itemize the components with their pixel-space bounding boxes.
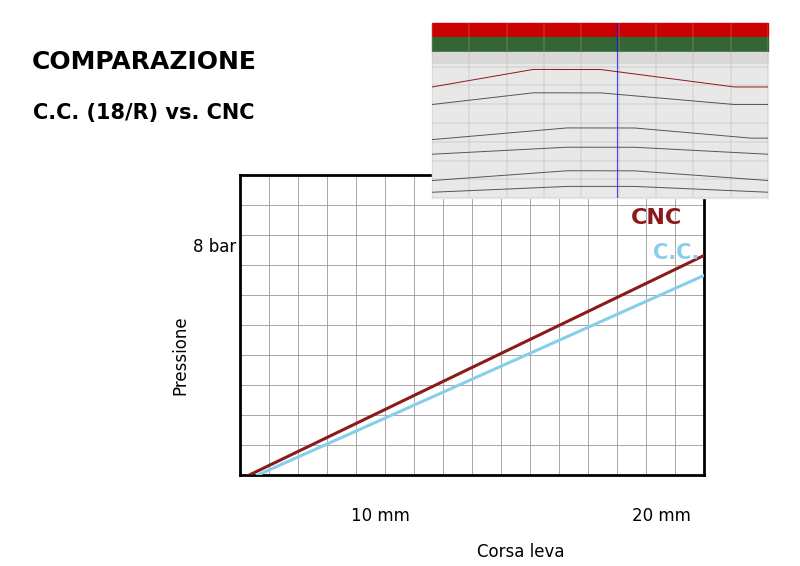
Text: Pressione: Pressione [171, 316, 189, 395]
Text: 8 bar: 8 bar [193, 238, 236, 256]
Bar [432, 52, 768, 63]
Text: 20 mm: 20 mm [632, 507, 691, 525]
Text: C.C. (18/R) vs. CNC: C.C. (18/R) vs. CNC [34, 103, 254, 123]
Text: Corsa leva: Corsa leva [478, 543, 565, 561]
Text: CNC: CNC [630, 208, 682, 228]
Text: 10 mm: 10 mm [351, 507, 410, 525]
Text: COMPARAZIONE: COMPARAZIONE [31, 50, 257, 74]
Bar [432, 23, 768, 37]
Bar [432, 37, 768, 52]
Text: C.C.: C.C. [653, 243, 699, 263]
Bar [432, 63, 768, 198]
